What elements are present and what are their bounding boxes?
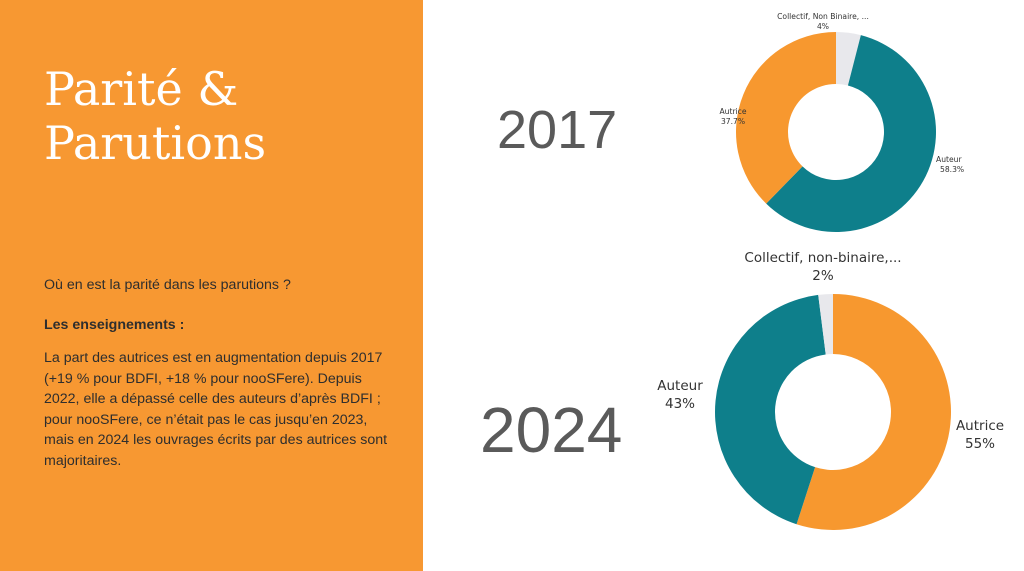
- slice-label-auteur: Auteur: [657, 378, 703, 394]
- year-label-2017: 2017: [497, 100, 618, 160]
- title-line-2: Parutions: [44, 116, 267, 170]
- slide-title: Parité & Parutions: [44, 62, 404, 170]
- slice-label-collectif: Collectif, Non Binaire, ...: [777, 12, 869, 21]
- slice-label-collectif: Collectif, non-binaire,...: [744, 250, 901, 266]
- donut-chart-2024: Autrice 55% Auteur 43% Collectif, non-binair…: [657, 250, 1004, 530]
- donut-slice-autrice: [736, 31, 836, 204]
- slice-value-collectif: 4%: [817, 22, 829, 31]
- question-text: Où en est la parité dans les parutions ?: [44, 277, 291, 293]
- slice-label-autrice: Autrice: [719, 107, 746, 116]
- slice-value-auteur: 43%: [665, 396, 695, 412]
- slice-value-auteur: 58.3%: [940, 165, 964, 174]
- donut-slice-autrice: [796, 294, 951, 530]
- slice-value-autrice: 37.7%: [721, 117, 745, 126]
- donut-slice-collectif: [836, 32, 861, 86]
- donut-slice-collectif: [818, 294, 833, 355]
- donut-slice-auteur: [766, 35, 936, 233]
- donut-slice-auteur: [714, 294, 826, 525]
- slice-label-auteur: Auteur: [936, 155, 962, 164]
- slice-value-collectif: 2%: [812, 268, 834, 284]
- title-line-1: Parité &: [44, 62, 239, 116]
- left-panel: Parité & Parutions Où en est la parité d…: [0, 0, 423, 571]
- lessons-heading: Les enseignements :: [44, 317, 185, 333]
- slice-label-autrice: Autrice: [956, 418, 1004, 434]
- year-label-2024: 2024: [480, 394, 623, 466]
- lessons-text: La part des autrices est en augmentation…: [44, 350, 388, 469]
- slice-value-autrice: 55%: [965, 436, 995, 452]
